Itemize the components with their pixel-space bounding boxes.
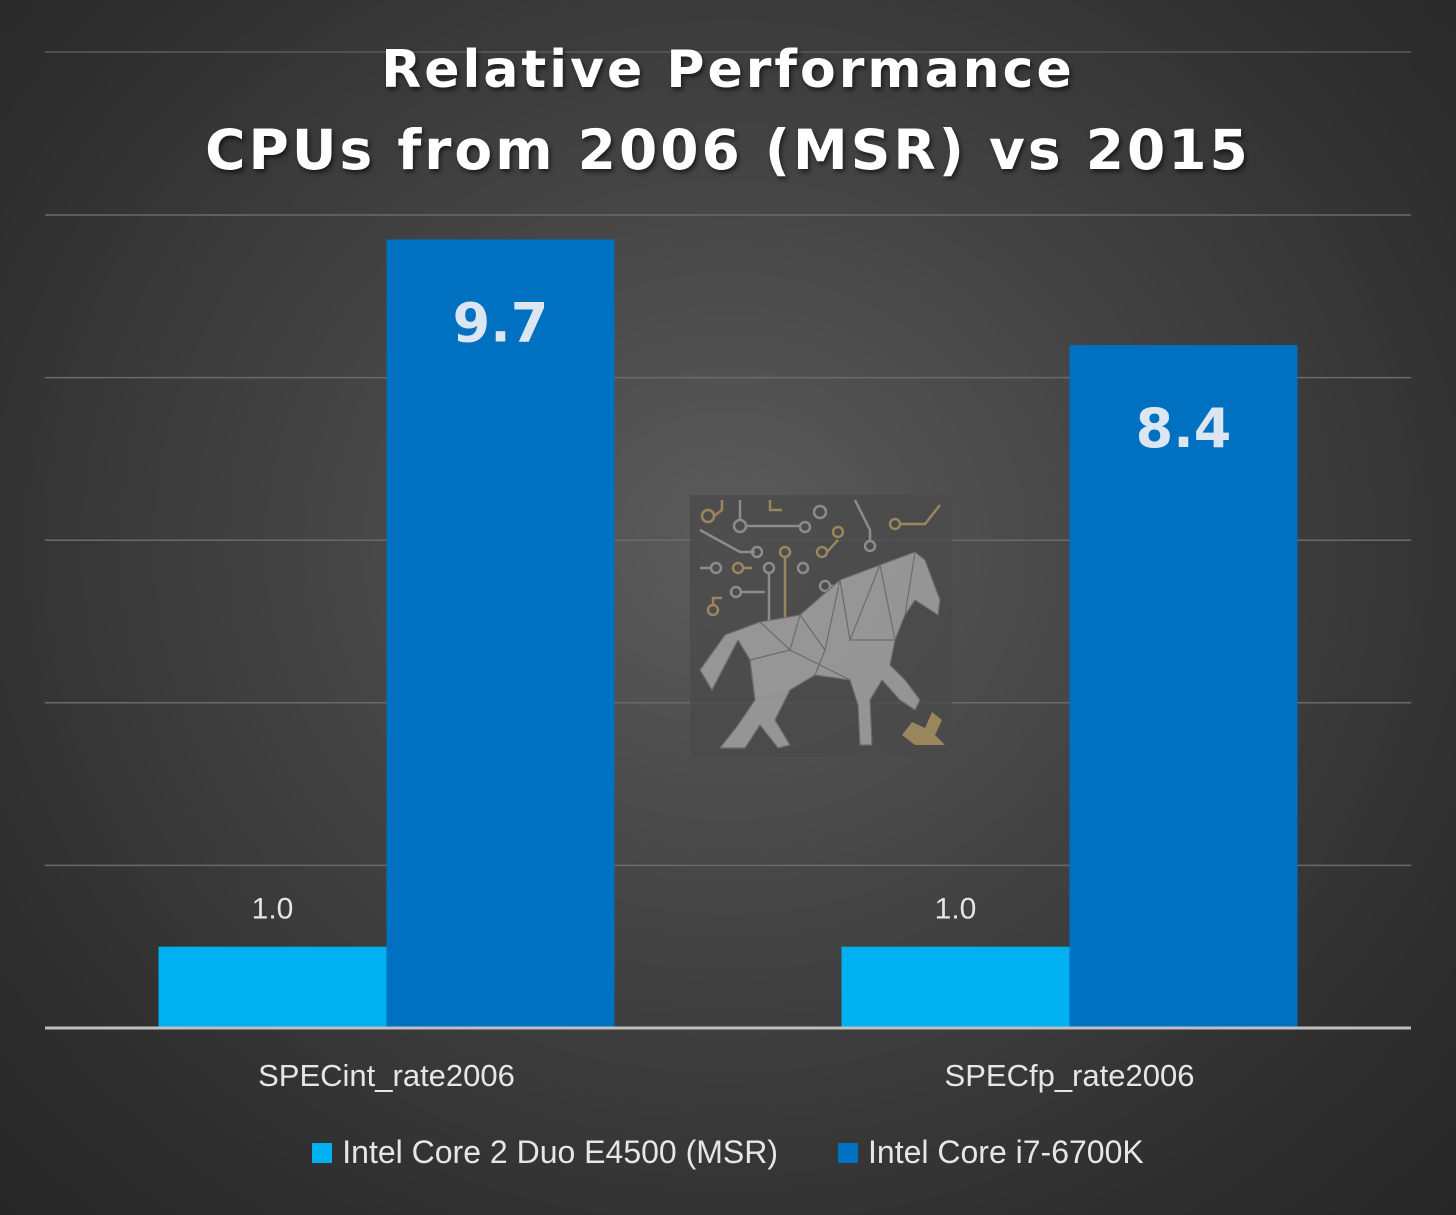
x-tick-labels: SPECint_rate2006 SPECfp_rate2006 — [258, 1058, 1194, 1093]
legend-item-series-1: Intel Core 2 Duo E4500 (MSR) — [312, 1134, 778, 1171]
bar-1-SPECfp_rate2006 — [841, 946, 1070, 1028]
chart-subtitle: CPUs from 2006 (MSR) vs 2015 — [205, 118, 1251, 182]
data-label: 9.7 — [453, 291, 549, 354]
bar-2-SPECfp_rate2006 — [1069, 345, 1298, 1029]
legend-swatch — [838, 1142, 859, 1163]
data-label: 8.4 — [1136, 397, 1232, 460]
bar-2-SPECint_rate2006 — [386, 239, 615, 1028]
x-tick-label: SPECfp_rate2006 — [945, 1058, 1195, 1093]
legend-swatch — [312, 1142, 333, 1163]
chart-title: Relative Performance — [381, 40, 1075, 100]
data-label: 1.0 — [935, 893, 977, 926]
x-tick-label: SPECint_rate2006 — [258, 1058, 515, 1093]
bar-1-SPECint_rate2006 — [158, 946, 387, 1028]
data-labels: 1.0 9.7 1.0 8.4 — [252, 291, 1232, 925]
legend-label: Intel Core 2 Duo E4500 (MSR) — [342, 1134, 779, 1170]
bars — [158, 239, 1298, 1029]
legend-label: Intel Core i7-6700K — [868, 1134, 1144, 1170]
legend: Intel Core 2 Duo E4500 (MSR) Intel Core … — [0, 1134, 1456, 1171]
data-label: 1.0 — [252, 893, 294, 926]
horse-circuit-watermark-icon — [690, 495, 952, 757]
legend-item-series-2: Intel Core i7-6700K — [838, 1134, 1144, 1171]
